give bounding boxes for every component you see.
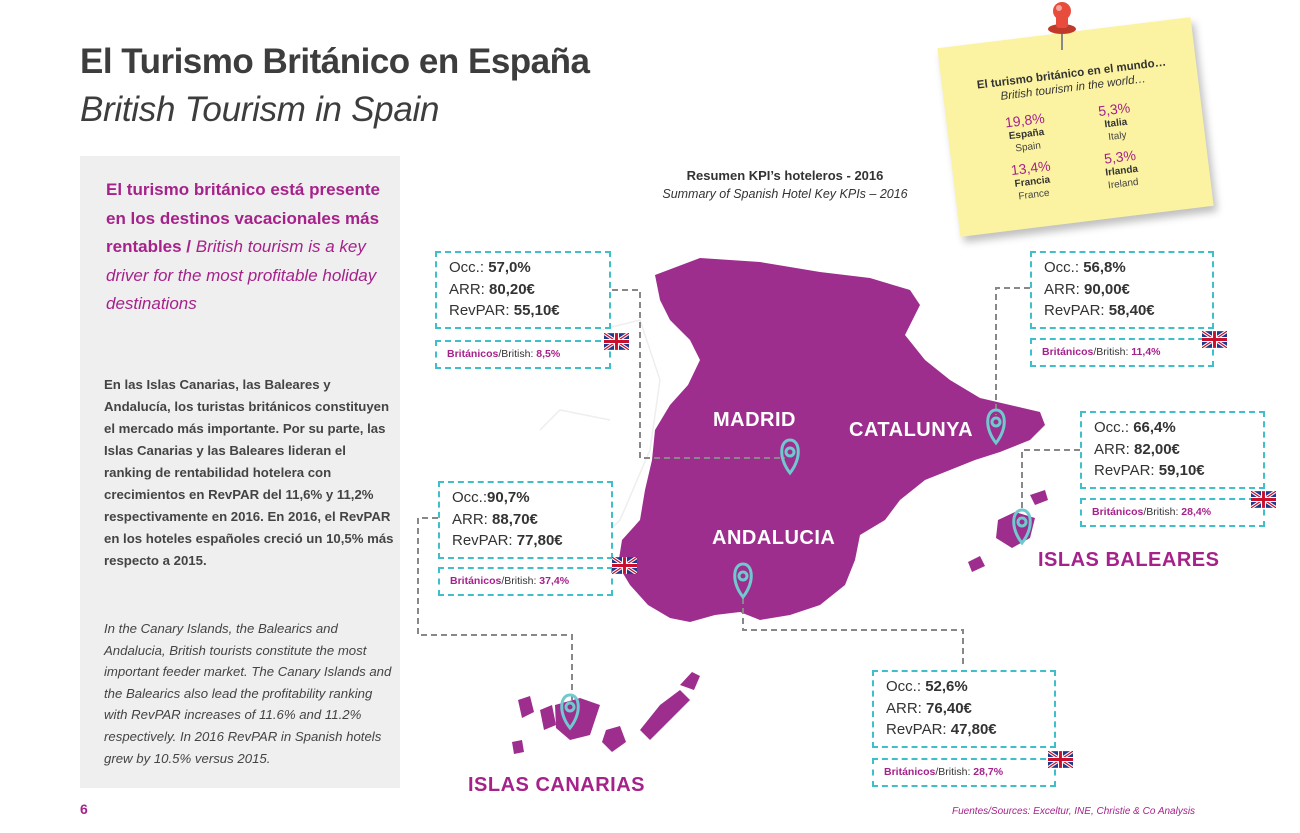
island-canary-gran bbox=[602, 726, 626, 752]
kpi-occ: Occ.:90,7% bbox=[452, 489, 530, 506]
note-country-france: 13,4% Francia France bbox=[1009, 157, 1052, 203]
uk-flag-icon bbox=[612, 557, 637, 574]
british-share-baleares: Británicos/British: 28,4% bbox=[1080, 498, 1265, 527]
pin-canarias bbox=[560, 693, 580, 731]
uk-flag-icon bbox=[604, 333, 629, 350]
sidebar-body-es: En las Islas Canarias, las Baleares y An… bbox=[104, 377, 394, 568]
island-menorca bbox=[1030, 490, 1048, 505]
background-outline bbox=[599, 319, 661, 541]
page-subtitle: British Tourism in Spain bbox=[80, 90, 440, 129]
note-country-ireland: 5,3% Irlanda Ireland bbox=[1103, 146, 1140, 192]
headline-en: British tourism is a key driver for the … bbox=[106, 237, 377, 313]
pin-madrid bbox=[780, 438, 800, 476]
region-label-andalucia: ANDALUCIA bbox=[712, 527, 836, 549]
island-canary-1 bbox=[518, 696, 534, 718]
pin-andalucia bbox=[733, 562, 753, 600]
kpi-box-madrid: Occ.: 57,0% ARR: 80,20€ RevPAR: 55,10€ bbox=[435, 251, 611, 329]
kpi-arr: ARR: 76,40€ bbox=[886, 699, 972, 717]
british-share-canarias: Británicos/British: 37,4% bbox=[438, 567, 613, 596]
island-canary-2 bbox=[540, 705, 556, 730]
kpi-summary-title: Resumen KPI’s hoteleros - 2016 bbox=[686, 168, 884, 183]
pin-baleares bbox=[1012, 508, 1032, 546]
headline-es: El turismo británico está presente en lo… bbox=[106, 180, 380, 256]
island-canary-fuerte bbox=[640, 690, 690, 740]
note-country-italy: 5,3% Italia Italy bbox=[1097, 99, 1131, 144]
kpi-revpar: RevPAR: 59,10€ bbox=[1094, 462, 1205, 479]
note-country-spain: 19,8% España Spain bbox=[1004, 109, 1046, 155]
connector-lines bbox=[417, 287, 1080, 700]
uk-flag-icon bbox=[1251, 491, 1276, 508]
kpi-occ: Occ.: 52,6% bbox=[886, 678, 968, 695]
region-label-catalunya: CATALUNYA bbox=[849, 419, 974, 441]
kpi-arr: ARR: 80,20€ bbox=[449, 280, 535, 298]
kpi-revpar: RevPAR: 58,40€ bbox=[1044, 302, 1155, 319]
sources-note: Fuentes/Sources: Exceltur, INE, Christie… bbox=[952, 806, 1196, 817]
region-label-canarias: ISLAS CANARIAS bbox=[468, 774, 646, 796]
kpi-revpar: RevPAR: 77,80€ bbox=[452, 532, 563, 549]
kpi-occ: Occ.: 66,4% bbox=[1094, 419, 1176, 436]
kpi-arr: ARR: 88,70€ bbox=[452, 510, 538, 528]
kpi-occ: Occ.: 56,8% bbox=[1044, 259, 1126, 276]
island-canary-lanz bbox=[680, 672, 700, 690]
kpi-summary-subtitle: Summary of Spanish Hotel Key KPIs – 2016 bbox=[662, 187, 908, 201]
british-share-madrid: Británicos/British: 8,5% bbox=[435, 340, 611, 369]
kpi-arr: ARR: 90,00€ bbox=[1044, 280, 1130, 298]
pin-catalunya bbox=[986, 408, 1006, 446]
uk-flag-icon bbox=[1048, 751, 1073, 768]
region-label-madrid: MADRID bbox=[713, 409, 796, 431]
sidebar-body-en: In the Canary Islands, the Balearics and… bbox=[104, 621, 392, 766]
british-share-andalucia: Británicos/British: 28,7% bbox=[872, 758, 1056, 787]
kpi-occ: Occ.: 57,0% bbox=[449, 259, 531, 276]
kpi-box-baleares: Occ.: 66,4% ARR: 82,00€ RevPAR: 59,10€ bbox=[1080, 411, 1265, 489]
pin-markers bbox=[560, 408, 1032, 731]
island-canary-gomera bbox=[512, 740, 524, 754]
push-pin-icon bbox=[1048, 2, 1076, 50]
kpi-box-catalunya: Occ.: 56,8% ARR: 90,00€ RevPAR: 58,40€ bbox=[1030, 251, 1214, 329]
kpi-revpar: RevPAR: 47,80€ bbox=[886, 721, 997, 738]
page-number: 6 bbox=[80, 801, 88, 817]
island-ibiza bbox=[968, 556, 985, 572]
kpi-arr: ARR: 82,00€ bbox=[1094, 440, 1180, 458]
background-outline-2 bbox=[539, 409, 611, 431]
british-share-catalunya: Británicos/British: 11,4% bbox=[1030, 338, 1214, 367]
kpi-revpar: RevPAR: 55,10€ bbox=[449, 302, 560, 319]
uk-flag-icon bbox=[1202, 331, 1227, 348]
page-title: El Turismo Británico en España bbox=[80, 42, 590, 81]
sidebar-panel: El turismo británico está presente en lo… bbox=[80, 156, 400, 788]
region-label-baleares: ISLAS BALEARES bbox=[1038, 549, 1220, 571]
mainland-spain bbox=[618, 258, 1045, 622]
kpi-box-andalucia: Occ.: 52,6% ARR: 76,40€ RevPAR: 47,80€ bbox=[872, 670, 1056, 748]
kpi-box-canarias: Occ.:90,7% ARR: 88,70€ RevPAR: 77,80€ bbox=[438, 481, 613, 559]
sidebar-headline: El turismo británico está presente en lo… bbox=[106, 176, 396, 319]
